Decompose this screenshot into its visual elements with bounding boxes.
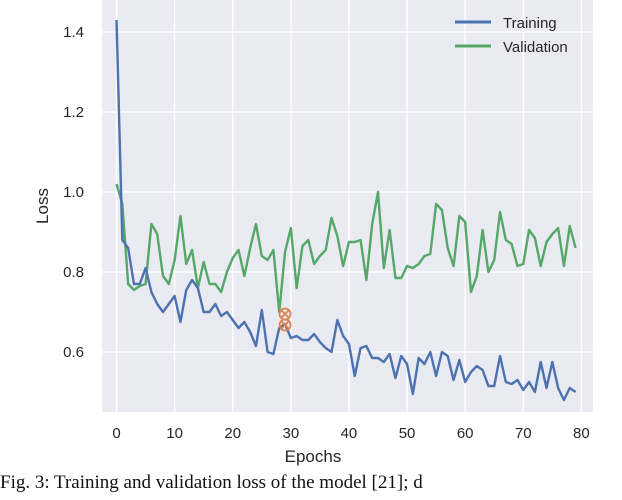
marker-circle-2 <box>278 318 292 332</box>
y-tick-label: 1.4 <box>63 24 84 41</box>
grid-lines <box>102 0 593 412</box>
x-axis-title: Epochs <box>285 447 342 466</box>
x-tick-label: 20 <box>224 425 241 442</box>
y-tick-labels: 0.6 0.8 1.0 1.2 1.4 <box>63 24 84 361</box>
x-tick-label: 30 <box>283 425 300 442</box>
marker-cross-d <box>279 319 291 331</box>
marker-cross-b <box>279 308 291 320</box>
legend-label-validation: Validation <box>503 39 568 56</box>
plot-background <box>102 0 593 412</box>
y-tick-label: 1.2 <box>63 104 84 121</box>
y-tick-label: 0.6 <box>63 344 84 361</box>
x-tick-label: 40 <box>341 425 358 442</box>
x-tick-label: 70 <box>515 425 532 442</box>
x-tick-label: 0 <box>112 425 120 442</box>
series-line-validation <box>115 183 577 314</box>
y-tick-label: 0.8 <box>63 264 84 281</box>
y-axis-title: Loss <box>33 188 52 224</box>
x-tick-labels: 0 10 20 30 40 50 60 70 80 <box>112 425 589 442</box>
legend-label-training: Training <box>503 15 557 32</box>
loss-chart: 0 10 20 30 40 50 60 70 80 0.6 0.8 1.0 1.2 1.4 Epochs… <box>33 0 593 466</box>
legend: Training Validation <box>455 15 568 56</box>
y-tick-label: 1.0 <box>63 184 84 201</box>
best-epoch-marker <box>278 307 292 332</box>
x-tick-label: 60 <box>457 425 474 442</box>
x-tick-label: 50 <box>399 425 416 442</box>
series-lines <box>115 19 577 402</box>
x-tick-label: 80 <box>573 425 590 442</box>
series-line-training <box>115 19 577 402</box>
x-tick-label: 10 <box>166 425 183 442</box>
figure-caption: Fig. 3: Training and validation loss of … <box>0 472 423 493</box>
